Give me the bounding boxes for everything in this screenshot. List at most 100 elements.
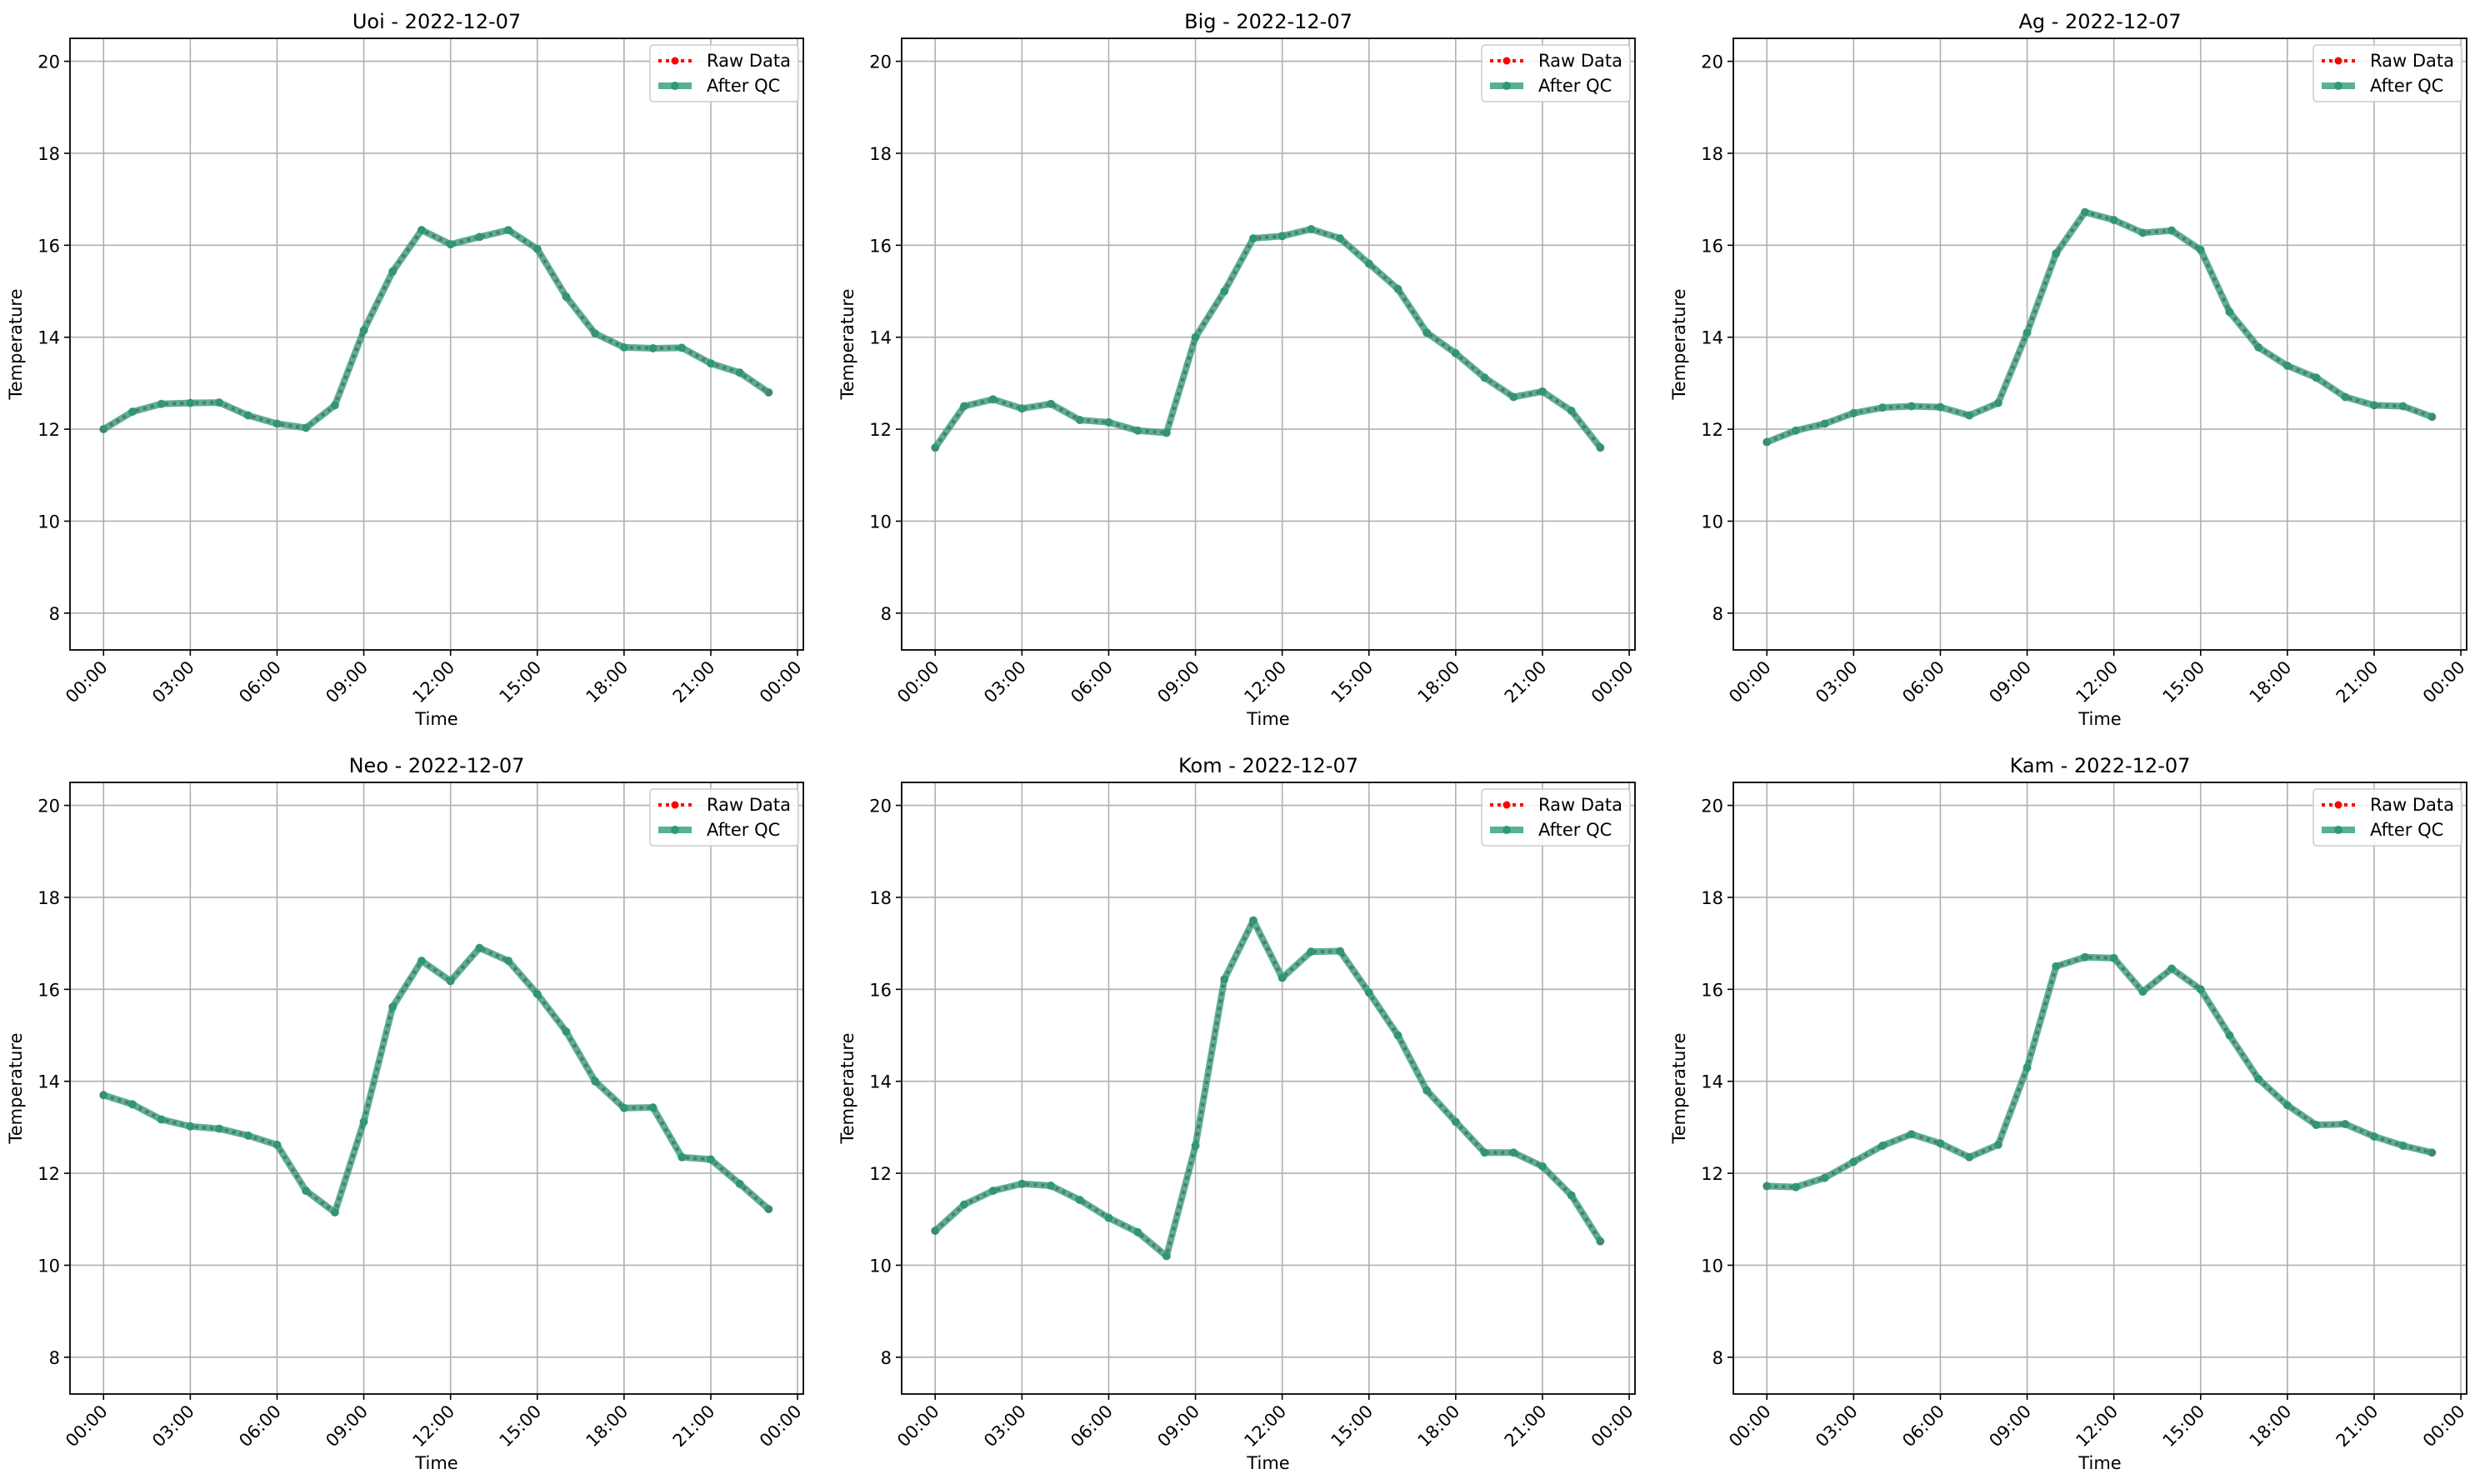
y-tick-label: 16 <box>1701 980 1723 1000</box>
y-tick-label: 10 <box>38 512 60 532</box>
legend-qc-label: After QC <box>707 820 780 840</box>
subplot-ag: 8 10 12 14 16 18 20 00:00 03:00 06:00 09:00 12:00 15… <box>1669 10 2469 729</box>
legend-qc-marker <box>671 82 679 90</box>
y-tick-label: 20 <box>869 52 892 72</box>
x-tick-label: 03:00 <box>1812 1402 1862 1452</box>
after-qc-point <box>532 244 542 253</box>
after-qc-point <box>2341 1120 2350 1129</box>
legend-raw-label: Raw Data <box>1538 51 1622 71</box>
subplot-big: 8 10 12 14 16 18 20 00:00 03:00 06:00 09:00 12:00 15… <box>838 10 1638 729</box>
legend: Raw Data After QC <box>2312 788 2462 847</box>
raw-data-line <box>102 227 770 431</box>
y-tick-label: 14 <box>1701 328 1723 348</box>
legend-qc-marker <box>671 826 679 834</box>
after-qc-point <box>532 989 542 998</box>
after-qc-point <box>1762 1182 1772 1191</box>
after-qc-point <box>2312 373 2321 382</box>
x-tick-label: 15:00 <box>496 1402 546 1452</box>
x-tick-label: 12:00 <box>408 1402 458 1452</box>
after-qc-point <box>1936 402 1945 412</box>
x-tick-label: 00:00 <box>2419 1402 2469 1452</box>
x-axis-label: Time <box>1246 1453 1289 1473</box>
after-qc-point <box>272 1140 282 1149</box>
raw-data-line <box>933 227 1602 449</box>
y-tick-label: 20 <box>869 797 892 817</box>
after-qc-point <box>764 387 773 397</box>
after-qc-point <box>1907 402 1916 411</box>
after-qc-point <box>1104 417 1113 427</box>
legend-qc-marker <box>2334 82 2342 90</box>
axes-frame <box>901 782 1636 1395</box>
after-qc-point <box>2052 962 2061 971</box>
after-qc-point <box>2168 226 2177 235</box>
legend-qc-label: After QC <box>2370 820 2443 840</box>
x-tick-label: 06:00 <box>1898 657 1948 707</box>
y-axis-label: Temperature <box>1669 288 1689 400</box>
chart-title: Kom - 2022-12-07 <box>1178 754 1358 777</box>
x-tick-label: 21:00 <box>2332 1402 2382 1452</box>
y-tick-label: 10 <box>1701 512 1723 532</box>
after-qc-point <box>1422 328 1432 337</box>
after-qc-point <box>1104 1213 1113 1222</box>
after-qc-point <box>2398 1141 2408 1150</box>
x-tick-label: 18:00 <box>2246 1402 2296 1452</box>
y-axis-label: Temperature <box>6 288 26 400</box>
y-tick-label: 8 <box>49 604 60 624</box>
after-qc-point <box>2080 952 2089 962</box>
after-qc-point <box>359 326 368 335</box>
x-tick-label: 00:00 <box>1725 1402 1775 1452</box>
after-qc-point <box>128 407 137 417</box>
x-tick-label: 03:00 <box>980 1402 1030 1452</box>
x-tick-label: 18:00 <box>1414 657 1464 707</box>
after-qc-point <box>1047 399 1056 408</box>
x-tick-label: 00:00 <box>756 1402 806 1452</box>
legend-raw-label: Raw Data <box>2370 795 2454 815</box>
x-tick-label: 21:00 <box>669 657 719 707</box>
after-qc-point <box>2052 249 2061 258</box>
y-tick-label: 20 <box>1701 797 1723 817</box>
after-qc-point <box>215 398 224 407</box>
x-tick-label: 18:00 <box>582 657 632 707</box>
after-qc-point <box>1220 975 1229 984</box>
axes-frame <box>69 37 804 651</box>
after-qc-point <box>1538 1162 1547 1171</box>
after-qc-point <box>1393 1031 1402 1040</box>
after-qc-point <box>2254 1074 2263 1083</box>
after-qc-point <box>1191 1141 1200 1150</box>
after-qc-point <box>591 1077 600 1086</box>
legend-raw-marker <box>1502 801 1511 809</box>
y-tick-label: 8 <box>881 604 892 624</box>
after-qc-point <box>2022 328 2032 337</box>
after-qc-point <box>1936 1139 1945 1148</box>
after-qc-point <box>128 1100 137 1109</box>
y-tick-label: 14 <box>869 328 892 348</box>
after-qc-point <box>1364 988 1373 997</box>
y-tick-label: 16 <box>1701 236 1723 256</box>
x-tick-label: 09:00 <box>1153 1402 1203 1452</box>
y-tick-label: 18 <box>869 144 892 164</box>
x-tick-label: 00:00 <box>2419 657 2469 707</box>
after-qc-point <box>1538 387 1547 396</box>
after-qc-point <box>2225 1031 2234 1040</box>
legend-qc-label: After QC <box>2370 76 2443 96</box>
legend-raw-marker <box>671 57 679 65</box>
after-qc-point <box>1509 1148 1518 1157</box>
after-qc-point <box>2282 361 2292 370</box>
after-qc-point <box>931 1227 940 1236</box>
x-tick-label: 00:00 <box>756 657 806 707</box>
x-tick-label: 15:00 <box>496 657 546 707</box>
x-tick-label: 00:00 <box>893 657 943 707</box>
x-tick-label: 21:00 <box>669 1402 719 1452</box>
after-qc-point <box>157 1115 166 1124</box>
legend: Raw Data After QC <box>2312 44 2462 102</box>
after-qc-point <box>243 411 252 420</box>
after-qc-point <box>1278 973 1287 982</box>
after-qc-point <box>2282 1101 2292 1110</box>
y-tick-label: 12 <box>1701 1164 1723 1184</box>
after-qc-point <box>1307 947 1316 957</box>
after-qc-point <box>388 267 398 276</box>
after-qc-point <box>2341 392 2350 402</box>
after-qc-line <box>1767 953 2433 1191</box>
y-tick-label: 12 <box>869 1164 892 1184</box>
after-qc-point <box>1307 225 1316 234</box>
